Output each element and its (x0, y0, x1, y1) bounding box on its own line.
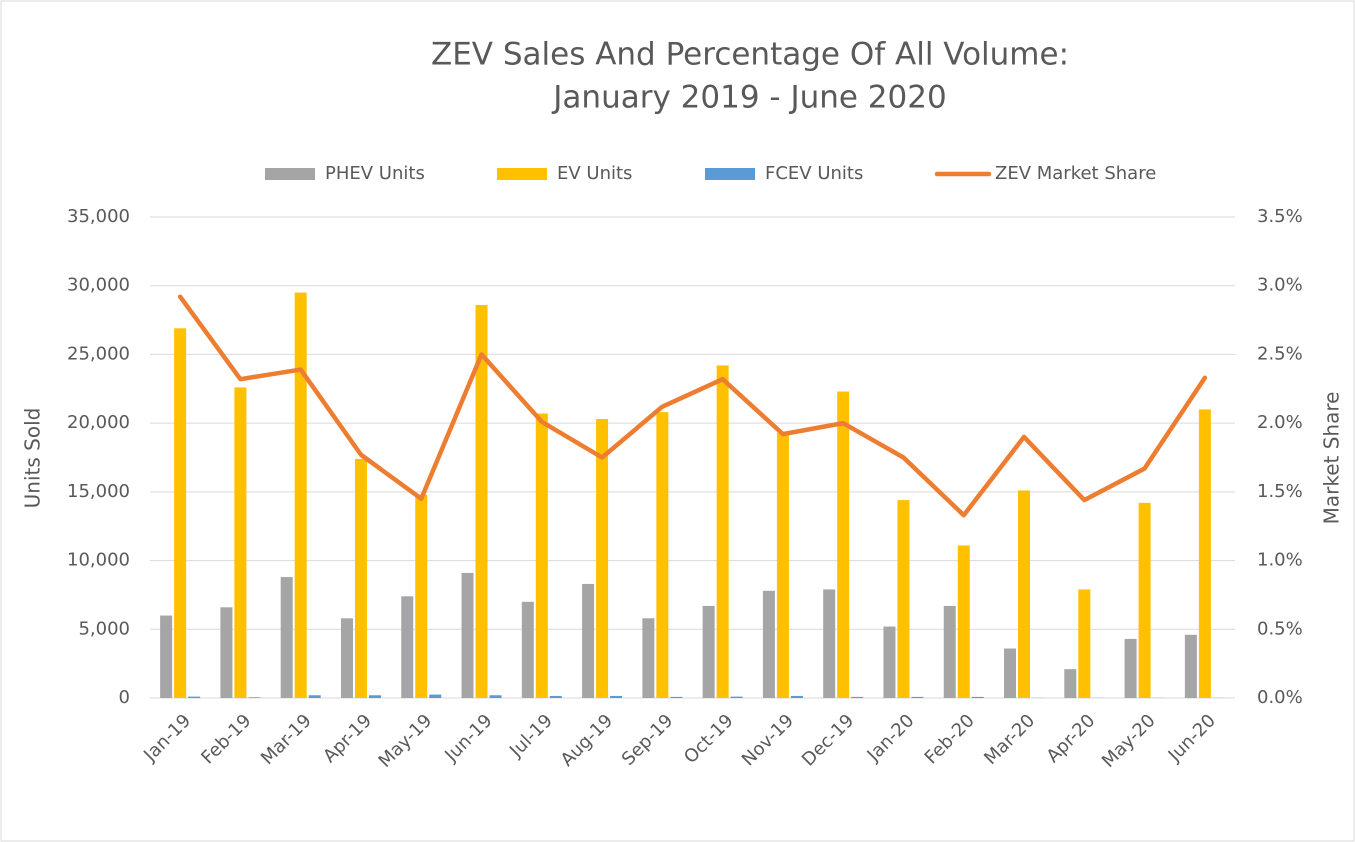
bar (716, 365, 729, 698)
legend-swatch (705, 168, 755, 180)
legend-label: EV Units (557, 163, 632, 184)
bar (294, 292, 307, 698)
bar (461, 572, 474, 698)
bar (883, 626, 896, 698)
y-tick-label: 10,000 (67, 550, 130, 571)
bar (957, 545, 970, 698)
bar (582, 583, 595, 698)
y2-tick-label: 0.5% (1257, 618, 1303, 639)
bar (837, 391, 850, 698)
bar (1198, 409, 1211, 698)
bar (535, 413, 548, 698)
legend-swatch (265, 168, 315, 180)
y2-tick-label: 2.5% (1257, 343, 1303, 364)
bar (174, 328, 187, 698)
bar (776, 432, 789, 698)
bar (188, 696, 201, 698)
y2-tick-label: 3.0% (1257, 275, 1303, 296)
y-tick-label: 5,000 (78, 618, 130, 639)
y2-tick-label: 3.5% (1257, 206, 1303, 227)
bar (401, 596, 414, 698)
bar (823, 589, 836, 698)
bar (897, 500, 910, 698)
bar (160, 615, 173, 698)
y2-tick-label: 1.5% (1257, 481, 1303, 502)
bar (762, 590, 775, 698)
y-tick-label: 30,000 (67, 275, 130, 296)
y-tick-label: 0 (119, 687, 130, 708)
y-tick-label: 35,000 (67, 206, 130, 227)
y-tick-label: 20,000 (67, 412, 130, 433)
y-tick-label: 15,000 (67, 481, 130, 502)
y2-tick-label: 0.0% (1257, 687, 1303, 708)
y-axis-label: Units Sold (21, 408, 45, 509)
bar (1124, 638, 1137, 698)
bar (656, 412, 669, 698)
bar (220, 607, 233, 698)
bar (234, 387, 247, 698)
bar (1138, 502, 1151, 698)
legend-label: ZEV Market Share (995, 163, 1156, 184)
y-tick-label: 25,000 (67, 343, 130, 364)
bar (1064, 669, 1077, 698)
chart-title: ZEV Sales And Percentage Of All Volume: (431, 37, 1069, 73)
bar (596, 419, 609, 698)
bar (1078, 589, 1091, 698)
bar (1184, 634, 1197, 698)
bar (730, 696, 743, 698)
bar (670, 696, 683, 698)
line (177, 294, 1208, 518)
bar (368, 695, 381, 698)
bar (1018, 490, 1031, 698)
bar (280, 577, 293, 698)
bar (489, 695, 502, 698)
bar (308, 695, 321, 698)
bar (911, 696, 924, 698)
legend-label: FCEV Units (765, 163, 863, 184)
bar (971, 696, 984, 698)
bar (642, 618, 655, 698)
y2-tick-label: 1.0% (1257, 550, 1303, 571)
bar (790, 695, 803, 698)
bar (354, 458, 367, 698)
bar (429, 694, 442, 698)
bar (415, 494, 428, 698)
y2-axis-label: Market Share (1320, 392, 1344, 525)
bar (549, 695, 562, 698)
bar (1004, 648, 1017, 698)
bar (943, 605, 956, 698)
bar (521, 601, 534, 698)
y2-tick-label: 2.0% (1257, 412, 1303, 433)
bar (248, 697, 261, 698)
bar (340, 618, 353, 698)
bar (702, 605, 715, 698)
legend-label: PHEV Units (325, 163, 425, 184)
bar (851, 696, 864, 698)
bar (610, 695, 623, 698)
legend-swatch (497, 168, 547, 180)
chart-title: January 2019 - June 2020 (551, 80, 946, 116)
bar (475, 304, 488, 698)
